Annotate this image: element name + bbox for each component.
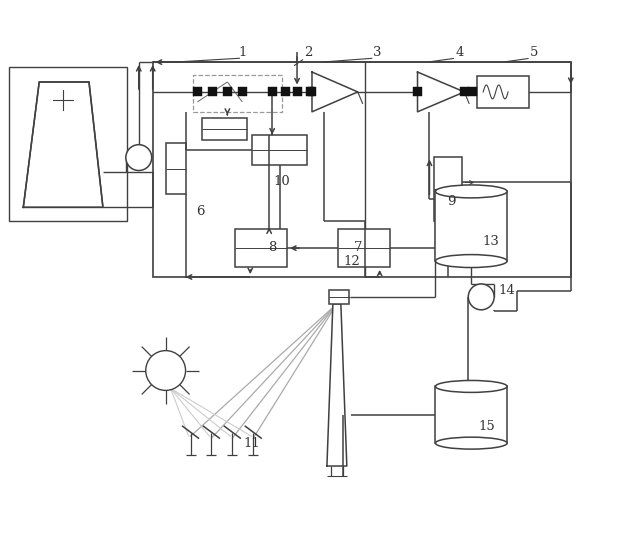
Bar — [292, 87, 302, 97]
Bar — [268, 87, 277, 97]
Circle shape — [468, 284, 494, 310]
Bar — [223, 87, 232, 97]
Bar — [208, 87, 217, 97]
Polygon shape — [312, 72, 358, 112]
Ellipse shape — [436, 437, 507, 449]
Text: 6: 6 — [197, 205, 205, 218]
Bar — [235, 229, 287, 267]
Circle shape — [146, 351, 185, 390]
Text: 14: 14 — [499, 284, 515, 298]
Text: 4: 4 — [455, 46, 464, 59]
Bar — [252, 135, 307, 165]
Bar — [203, 118, 247, 139]
Bar — [193, 87, 202, 97]
Text: 9: 9 — [447, 195, 455, 208]
Bar — [460, 87, 469, 97]
Polygon shape — [418, 72, 464, 112]
Bar — [305, 87, 315, 97]
Text: 10: 10 — [274, 175, 290, 188]
Bar — [238, 87, 247, 97]
Bar — [468, 87, 477, 97]
Text: 13: 13 — [483, 234, 499, 248]
Bar — [477, 76, 529, 108]
Text: 11: 11 — [244, 436, 261, 450]
Bar — [436, 386, 507, 443]
Circle shape — [126, 144, 151, 171]
Bar — [434, 156, 462, 221]
Text: 3: 3 — [373, 46, 382, 59]
Bar — [9, 67, 127, 221]
Bar — [153, 62, 571, 277]
Text: 15: 15 — [479, 420, 496, 433]
Text: 2: 2 — [304, 46, 312, 59]
Ellipse shape — [436, 380, 507, 393]
Ellipse shape — [436, 185, 507, 198]
Bar — [281, 87, 290, 97]
Bar — [308, 87, 316, 97]
Bar — [413, 87, 422, 97]
Polygon shape — [327, 304, 347, 466]
Bar — [193, 75, 282, 112]
Text: 8: 8 — [268, 240, 276, 254]
Ellipse shape — [436, 255, 507, 267]
Bar — [166, 143, 185, 194]
Bar — [338, 229, 389, 267]
Bar — [436, 192, 507, 261]
Text: 7: 7 — [353, 240, 362, 254]
Bar — [329, 290, 349, 304]
Text: 1: 1 — [238, 46, 247, 59]
Polygon shape — [23, 82, 103, 208]
Text: 5: 5 — [530, 46, 538, 59]
Text: 12: 12 — [344, 255, 360, 267]
